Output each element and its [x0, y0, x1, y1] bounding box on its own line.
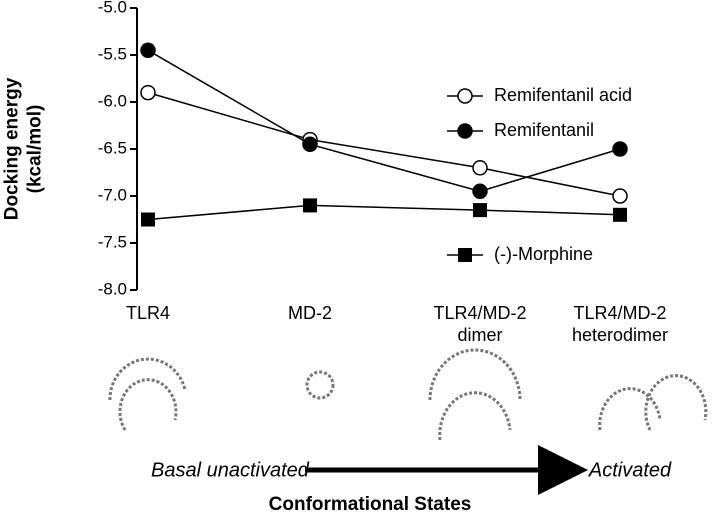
marker — [472, 183, 488, 200]
legend-marker — [457, 123, 473, 139]
y-tick-label: -6.0 — [98, 91, 127, 110]
marker — [302, 136, 318, 153]
series-line — [147, 91, 621, 197]
x-tick-label: TLR4/MD-2 heterodimer — [572, 303, 668, 345]
series-line — [147, 204, 621, 221]
marker — [613, 207, 627, 222]
marker — [473, 203, 487, 218]
legend-marker — [458, 248, 472, 262]
x-tick-label: MD-2 — [288, 303, 332, 323]
y-axis-label: Docking energy(kcal/mol) — [2, 77, 46, 220]
legend-label: (-)-Morphine — [494, 244, 593, 264]
y-tick-label: -7.0 — [98, 185, 127, 204]
legend-marker — [457, 88, 473, 104]
marker — [612, 188, 628, 204]
x-tick-label: TLR4 — [126, 303, 170, 323]
legend-label: Remifentanil — [494, 120, 594, 140]
y-tick-label: -5.5 — [98, 44, 127, 63]
marker — [140, 42, 156, 59]
marker — [612, 141, 628, 157]
series-line — [147, 49, 621, 193]
x-axis-label: Conformational States — [269, 494, 472, 515]
protein-structures — [108, 348, 708, 441]
y-tick-label: -6.5 — [98, 138, 127, 157]
marker — [141, 212, 155, 227]
x-tick-label: TLR4/MD-2 dimer — [433, 303, 526, 345]
y-tick-label: -8.0 — [98, 279, 127, 298]
legend-label: Remifentanil acid — [494, 85, 632, 105]
marker — [303, 198, 317, 213]
y-tick-label: -5.0 — [98, 0, 127, 16]
marker — [140, 84, 156, 101]
annotation: Basal unactivated — [151, 459, 310, 481]
marker — [472, 160, 488, 176]
y-tick-label: -7.5 — [98, 232, 127, 251]
annotation: Activated — [588, 459, 672, 481]
